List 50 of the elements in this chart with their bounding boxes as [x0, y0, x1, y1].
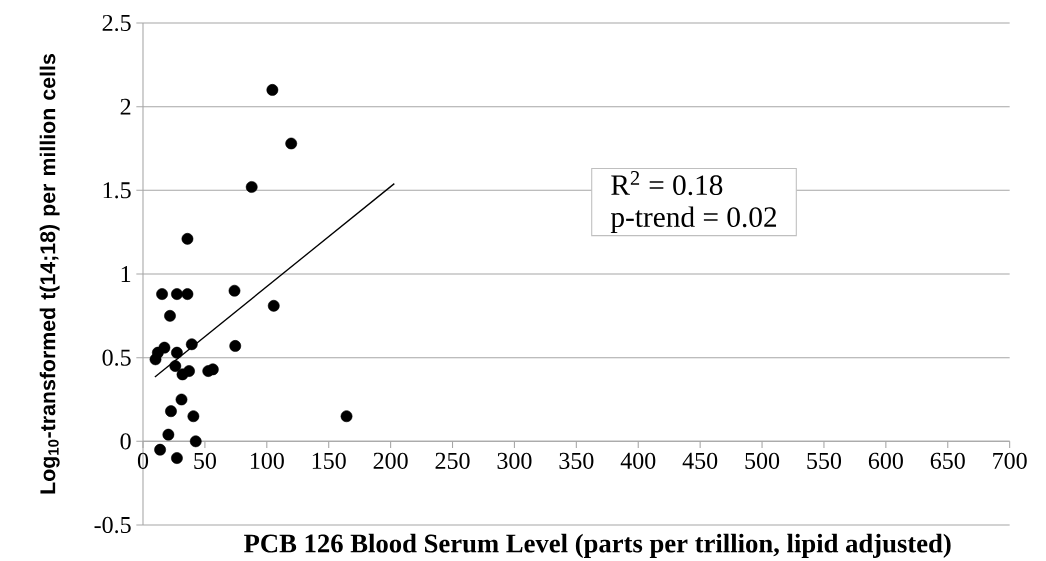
x-tick-label: 400 — [620, 452, 656, 469]
point — [165, 405, 177, 418]
y-axis-title: Log$_{10}$-transformed t(14;18) per million cells — [39, 54, 60, 494]
x-axis-title: PCB 126 Blood Serum Level (parts per trillion, lipid adjusted) — [244, 533, 951, 558]
y-tick-label: 0 — [120, 433, 131, 450]
point — [164, 309, 176, 322]
point — [229, 340, 242, 352]
x-tick-label: 550 — [807, 452, 842, 469]
annotation: p-trend = 0.02 — [610, 206, 777, 233]
y-tick-label: 0.5 — [102, 349, 131, 366]
x-tick-label: 700 — [993, 452, 1027, 469]
x-tick-label: 650 — [930, 452, 965, 469]
point — [156, 288, 168, 300]
point — [189, 435, 202, 448]
point — [266, 84, 279, 96]
x-tick-label: 500 — [745, 452, 780, 469]
x-tick-label: 250 — [435, 452, 470, 469]
y-tick-label: 1 — [121, 266, 131, 282]
y-tick-label: 2.5 — [102, 14, 131, 32]
y-tick-label: -0.5 — [94, 516, 131, 534]
x-tick-label: 600 — [868, 452, 903, 469]
point — [149, 353, 162, 366]
x-tick-label: 300 — [497, 452, 532, 469]
x-tick-label: 350 — [559, 452, 594, 469]
y-tick-label: 2 — [120, 98, 131, 115]
point — [154, 443, 166, 456]
x-tick-label: 150 — [312, 452, 346, 469]
point — [175, 393, 188, 406]
x-tick-label: 450 — [682, 452, 718, 469]
x-tick-label: 100 — [250, 452, 284, 469]
x-tick-label: 200 — [373, 452, 408, 469]
point — [181, 232, 194, 245]
point — [181, 288, 194, 300]
point — [267, 299, 280, 312]
point — [285, 137, 298, 150]
point — [183, 365, 195, 377]
point — [162, 428, 175, 441]
point — [340, 410, 353, 423]
point — [187, 410, 200, 423]
point — [171, 452, 183, 464]
point — [171, 346, 183, 359]
point — [171, 288, 183, 300]
y-tick-label: 1.5 — [103, 182, 131, 199]
x-tick-label: 0 — [137, 452, 149, 469]
point — [228, 284, 241, 297]
x-tick-label: 50 — [194, 452, 216, 469]
point — [245, 181, 258, 193]
annotation: R$^{2}$ = 0.18 — [611, 171, 723, 196]
point — [169, 360, 182, 372]
point — [185, 338, 198, 351]
